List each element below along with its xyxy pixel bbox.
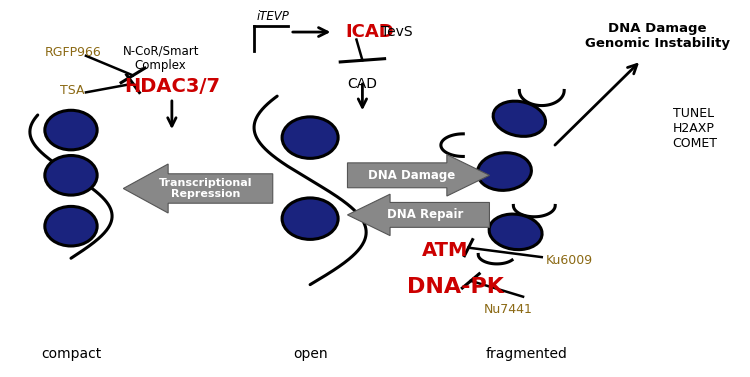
Text: Nu7441: Nu7441 [484,303,532,316]
Text: TSA: TSA [60,84,84,97]
Text: Transcriptional
Repression: Transcriptional Repression [159,178,252,199]
Text: DNA Damage: DNA Damage [368,169,455,182]
Ellipse shape [45,155,98,195]
Ellipse shape [494,101,545,136]
FancyArrow shape [123,164,273,213]
Text: TUNEL
H2AXP
COMET: TUNEL H2AXP COMET [673,107,718,150]
Ellipse shape [45,110,98,150]
Ellipse shape [478,153,532,190]
Ellipse shape [282,198,338,239]
Text: CAD: CAD [347,77,377,91]
Text: compact: compact [40,347,101,362]
Text: HDAC3/7: HDAC3/7 [124,77,220,96]
Text: open: open [292,347,328,362]
Ellipse shape [45,207,98,246]
Ellipse shape [489,214,542,250]
Text: DNA Repair: DNA Repair [387,208,464,221]
Text: fragmented: fragmented [486,347,568,362]
Text: iTEVP: iTEVP [256,11,290,23]
Text: DNA-PK: DNA-PK [407,276,504,297]
Ellipse shape [282,117,338,158]
FancyArrow shape [347,194,490,236]
Text: DNA Damage
Genomic Instability: DNA Damage Genomic Instability [585,22,730,50]
Text: RGFP966: RGFP966 [45,46,101,59]
FancyArrow shape [347,155,490,196]
Text: ICAD: ICAD [345,23,394,41]
Text: TevS: TevS [381,25,412,39]
Text: Ku6009: Ku6009 [545,254,592,267]
Text: ATM: ATM [422,241,469,260]
Text: N-CoR/Smart
Complex: N-CoR/Smart Complex [122,44,199,72]
